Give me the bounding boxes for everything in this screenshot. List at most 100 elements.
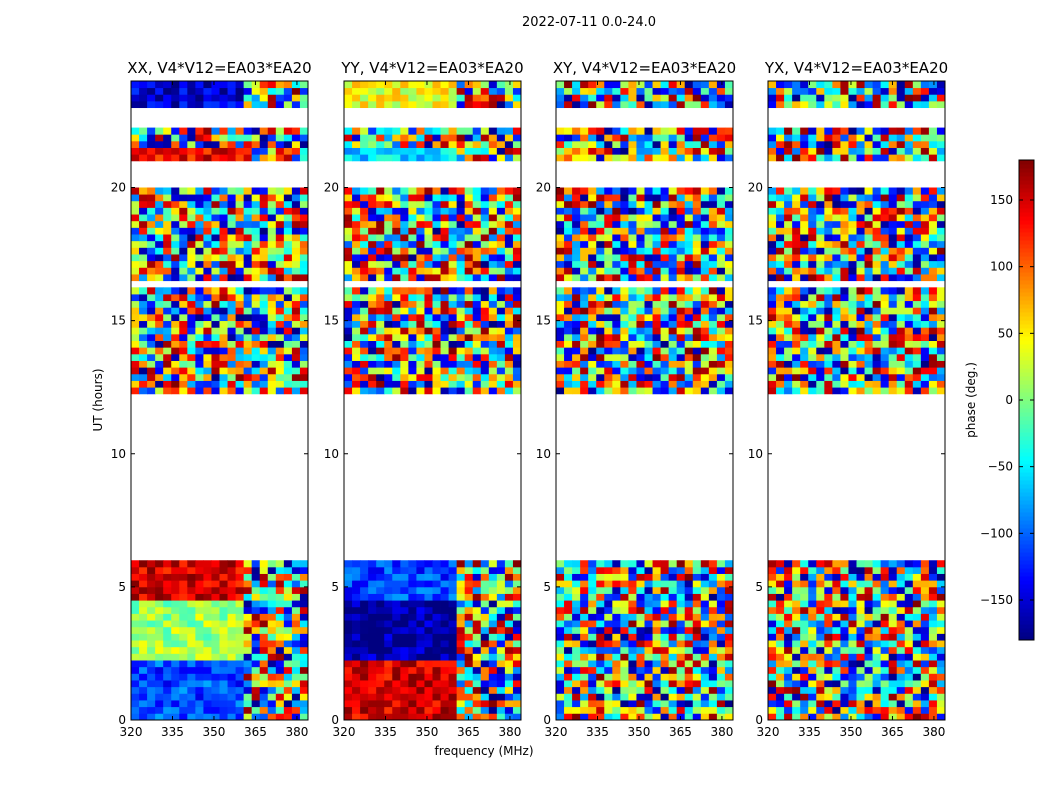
heatmap-cell [864,360,873,368]
heatmap-cell [896,600,906,608]
heatmap-cell [480,300,490,308]
heatmap-cell [824,680,833,688]
heatmap-cell [155,240,164,248]
heatmap-cell [564,713,573,721]
heatmap-cell [628,294,637,302]
heatmap-cell [472,613,482,621]
heatmap-cell [700,300,710,308]
heatmap-cell [620,240,629,248]
heatmap-cell [392,373,401,381]
heatmap-cell [692,134,702,142]
heatmap-cell [684,606,694,614]
heatmap-cell [768,620,777,628]
heatmap-cell [211,300,220,308]
heatmap-cell [291,347,301,355]
heatmap-cell [299,353,309,361]
heatmap-cell [195,593,204,601]
heatmap-cell [840,347,849,355]
heatmap-cell [660,267,670,275]
heatmap-cell [456,267,466,275]
heatmap-cell [464,134,474,142]
heatmap-cell [243,127,253,135]
heatmap-cell [604,200,613,208]
x-tick-label: 320 [545,725,568,739]
heatmap-cell [824,666,833,674]
heatmap-cell [572,134,581,142]
heatmap-cell [464,260,474,268]
heatmap-cell [195,147,204,155]
heatmap-cell [588,706,597,714]
heatmap-cell [384,566,393,574]
heatmap-cell [504,94,514,102]
heatmap-cell [195,586,204,594]
heatmap-cell [480,606,490,614]
heatmap-cell [424,234,433,242]
heatmap-cell [163,640,172,648]
heatmap-cell [668,666,678,674]
heatmap-cell [432,220,441,228]
heatmap-cell [904,573,914,581]
heatmap-cell [368,294,377,302]
heatmap-cell [572,100,581,109]
heatmap-cell [464,660,474,668]
heatmap-cell [840,666,849,674]
heatmap-cell [171,260,180,268]
heatmap-cell [920,680,930,688]
heatmap-cell [856,373,865,381]
heatmap-cell [211,586,220,594]
heatmap-cell [251,127,261,135]
heatmap-cell [708,320,718,328]
heatmap-cell [275,580,285,588]
heatmap-cell [344,247,353,255]
heatmap-cell [620,247,629,255]
heatmap-cell [179,87,188,95]
heatmap-cell [596,327,605,335]
heatmap-cell [243,313,253,322]
heatmap-cell [612,94,621,102]
heatmap-cell [768,353,777,361]
heatmap-cell [716,260,726,268]
heatmap-cell [504,566,514,574]
heatmap-cell [139,653,148,661]
heatmap-cell [816,333,825,341]
heatmap-cell [187,187,196,195]
heatmap-cell [376,214,385,222]
heatmap-cell [440,347,449,355]
heatmap-cell [564,353,573,361]
heatmap-cell [848,566,857,574]
heatmap-cell [596,154,605,162]
heatmap-cell [400,260,409,268]
heatmap-cell [880,626,890,634]
heatmap-cell [131,267,140,275]
heatmap-cell [784,646,793,654]
heatmap-cell [496,147,506,155]
heatmap-cell [708,260,718,268]
heatmap-cell [684,294,694,302]
heatmap-cell [227,680,236,688]
heatmap-cell [376,593,385,601]
heatmap-cell [243,267,253,275]
heatmap-cell [612,194,621,202]
heatmap-cell [676,606,686,614]
heatmap-cell [179,387,188,395]
heatmap-cell [808,580,817,588]
heatmap-cell [556,254,565,262]
heatmap-cell [604,560,613,568]
heatmap-cell [652,320,661,328]
heatmap-cell [904,387,914,395]
heatmap-cell [376,360,385,368]
heatmap-cell [668,134,678,142]
heatmap-cell [259,220,269,228]
heatmap-cell [203,360,212,368]
heatmap-cell [572,586,581,594]
heatmap-cell [416,227,425,235]
heatmap-cell [880,600,890,608]
heatmap-cell [203,274,212,282]
heatmap-cell [676,373,686,381]
heatmap-cell [408,220,417,228]
heatmap-cell [596,700,605,708]
heatmap-cell [628,673,637,681]
heatmap-cell [768,680,777,688]
heatmap-cell [243,360,253,368]
heatmap-cell [352,307,361,315]
